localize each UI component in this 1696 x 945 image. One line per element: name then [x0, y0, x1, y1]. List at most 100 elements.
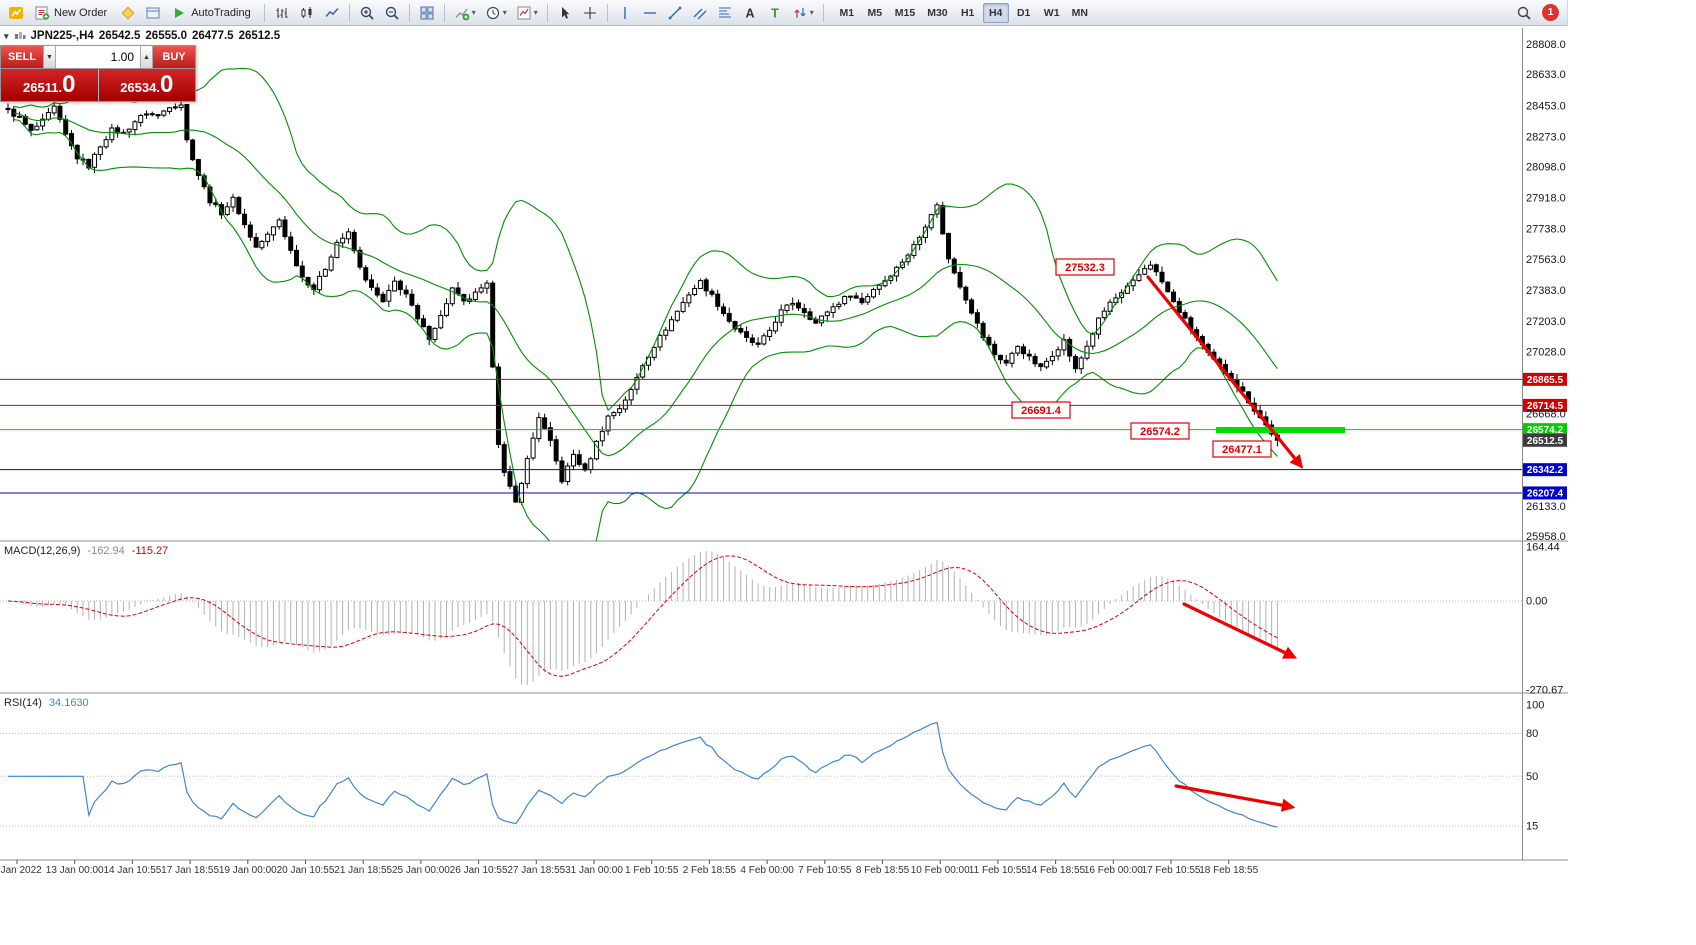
rsi-line: [8, 721, 1278, 828]
buy-price-big-digit: 0: [159, 71, 174, 98]
volume-input[interactable]: [56, 46, 140, 68]
autotrading-button[interactable]: AutoTrading: [166, 2, 259, 24]
metaeditor-button[interactable]: [116, 2, 140, 24]
new-order-button[interactable]: New Order: [29, 2, 115, 24]
price-line-26865.5-tag[interactable]: 26865.5: [1523, 372, 1567, 386]
new-chart-icon: [455, 8, 470, 20]
candlestick-chart-icon: [301, 6, 312, 18]
time-scale-label: 27 Jan 18:55: [507, 865, 565, 876]
volume-increase-button[interactable]: ▲: [140, 46, 153, 68]
price-line-26342.2-tag[interactable]: 26342.2: [1523, 463, 1567, 477]
time-scale-label: 4 Feb 00:00: [740, 865, 794, 876]
macd-signal-line: [7, 555, 1278, 677]
rsi-scale-label: 15: [1526, 821, 1538, 833]
new-order-icon: [35, 6, 50, 20]
volume-decrease-button[interactable]: ▼: [43, 46, 56, 68]
macd-indicator-title: MACD(12,26,9) -162.94 -115.27: [4, 545, 168, 557]
buy-price-display[interactable]: 26534. 0: [98, 69, 195, 101]
one-click-collapse-button[interactable]: ▾: [4, 30, 9, 41]
chart-annotations: 27532.3 26691.4 26574.2 26477.1: [1011, 258, 1345, 812]
text-button[interactable]: A: [738, 2, 762, 24]
timeframe-m1[interactable]: M1: [839, 6, 855, 19]
trendline-button[interactable]: [663, 2, 687, 24]
sell-button[interactable]: SELL: [1, 46, 43, 68]
one-click-trading-panel: SELL ▼ ▲ BUY 26511. 0 26534. 0: [0, 45, 196, 102]
trend-arrow-macd[interactable]: [1182, 602, 1298, 659]
time-scale-label: 13 Jan 00:00: [46, 865, 104, 876]
chart-canvas[interactable]: 164.44 0.00 -270.67 100 80 50 15 26865.5 26714.5…: [0, 26, 1568, 882]
candlestick-chart-button[interactable]: [295, 2, 319, 24]
horizontal-line-button[interactable]: [638, 2, 662, 24]
price-line-26714.5-tag[interactable]: 26714.5: [1523, 398, 1567, 412]
buy-price-main: 26534.: [120, 80, 160, 95]
svg-text:A: A: [745, 6, 754, 20]
bar-chart-icon: [276, 7, 288, 18]
price-label-box[interactable]: 26574.2: [1130, 422, 1190, 440]
rsi-name: RSI(14): [4, 697, 42, 709]
line-chart-icon: [325, 7, 339, 17]
macd-signal-value: -115.27: [131, 545, 169, 557]
current-price-tag[interactable]: 26512.5: [1523, 433, 1567, 447]
timeframe-d1[interactable]: D1: [1016, 6, 1031, 19]
autotrading-icon: [175, 7, 185, 18]
zoom-in-button[interactable]: [355, 2, 379, 24]
templates-button[interactable]: ▾: [512, 2, 542, 24]
cursor-button[interactable]: [553, 2, 577, 24]
macd-main-value: -162.94: [87, 545, 125, 557]
bar-chart-button[interactable]: [270, 2, 294, 24]
timeframe-h4[interactable]: H4: [982, 2, 1009, 23]
time-scale-label: 26 Jan 10:55: [450, 865, 508, 876]
data-window-button[interactable]: [141, 2, 165, 24]
svg-text:26477.1: 26477.1: [1222, 444, 1262, 456]
tile-windows-icon: [420, 6, 434, 19]
one-click-top-row: SELL ▼ ▲ BUY: [1, 46, 195, 68]
svg-text:26691.4: 26691.4: [1021, 405, 1062, 417]
vertical-line-button[interactable]: [613, 2, 637, 24]
sell-price-display[interactable]: 26511. 0: [1, 69, 98, 101]
price-scale[interactable]: 28808.0 28633.0 28453.0 28273.0 28098.0 27918…: [1526, 39, 1566, 543]
price-line-26207.4-tag[interactable]: 26207.4: [1523, 486, 1567, 500]
price-scale-label: 28273.0: [1526, 131, 1566, 143]
search-button[interactable]: [1512, 2, 1536, 24]
support-zone-bar[interactable]: [1216, 427, 1345, 433]
chart-icon: [14, 32, 26, 39]
svg-text:26574.2: 26574.2: [1140, 426, 1180, 438]
price-label-box[interactable]: 26691.4: [1011, 401, 1071, 419]
buy-button[interactable]: BUY: [153, 46, 195, 68]
timeframe-h1[interactable]: H1: [960, 6, 975, 19]
line-chart-button[interactable]: [320, 2, 344, 24]
fibonacci-button[interactable]: [713, 2, 737, 24]
templates-icon: [517, 6, 531, 19]
price-scale-label: 27918.0: [1526, 193, 1566, 205]
new-chart-button[interactable]: ▾: [450, 2, 480, 24]
notification-badge[interactable]: 1: [1542, 4, 1559, 21]
price-label-box[interactable]: 26477.1: [1212, 440, 1272, 458]
metaeditor-icon: [121, 6, 135, 19]
text-label-button[interactable]: T: [763, 2, 787, 24]
timeframe-group: M1 M5 M15 M30 H1 H4 D1 W1 MN: [833, 2, 1094, 23]
svg-text:T: T: [771, 6, 779, 20]
crosshair-button[interactable]: [578, 2, 602, 24]
trend-arrow-rsi[interactable]: [1174, 784, 1296, 812]
svg-text:26207.4: 26207.4: [1527, 488, 1564, 499]
macd-panel: [0, 551, 1522, 685]
toolbar-separator: [263, 3, 265, 22]
equidistant-channel-button[interactable]: [688, 2, 712, 24]
fibonacci-icon: [718, 6, 731, 18]
time-scale-label: 31 Jan 00:00: [565, 865, 623, 876]
timeframe-w1[interactable]: W1: [1043, 6, 1060, 19]
svg-text:26512.5: 26512.5: [1527, 436, 1564, 447]
timeframe-m5[interactable]: M5: [867, 6, 883, 19]
timeframe-m30[interactable]: M30: [927, 6, 948, 19]
zoom-out-button[interactable]: [380, 2, 404, 24]
timeframe-mn[interactable]: MN: [1071, 6, 1088, 19]
time-scale-label: 16 Feb 00:00: [1084, 865, 1143, 876]
trend-arrow-main[interactable]: [1146, 275, 1304, 469]
price-line-26574.2-tag[interactable]: 26574.2: [1523, 423, 1567, 437]
timeframe-m15[interactable]: M15: [894, 6, 916, 19]
arrows-button[interactable]: ▾: [788, 2, 818, 24]
profiles-button[interactable]: ▾: [481, 2, 511, 24]
tile-windows-button[interactable]: [415, 2, 439, 24]
price-label-box[interactable]: 27532.3: [1055, 258, 1115, 276]
